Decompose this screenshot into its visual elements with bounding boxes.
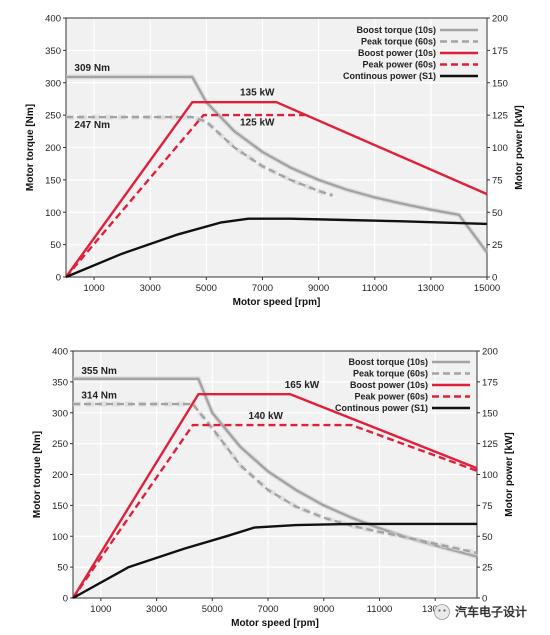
chart0-y-tick-label: 50 [50,240,61,251]
chart1-y-tick-label: 0 [63,594,68,605]
chart1-annotation-314-nm: 314 Nm [81,391,117,402]
chart1-x-tick-label: 7000 [257,604,278,615]
chart1-y2-axis-title: Motor power [kW] [504,432,515,516]
chart1-legend: Boost torque (10s) Peak torque (60s)Boost… [335,357,470,413]
chart0-y-tick-label: 350 [45,46,61,57]
chart1-y2-tick-label: 150 [482,408,498,419]
chart1-annotation-140-kw: 140 kW [249,411,284,422]
chart1-y2-tick-label: 50 [482,532,493,543]
chart1-x-tick-label: 11000 [367,604,393,615]
chart1-y-tick-label: 150 [52,501,68,512]
chart1-x-tick-label: 1000 [90,604,111,615]
chart0-y-tick-label: 150 [45,175,61,186]
chart0-y2-tick-label: 0 [492,273,497,284]
chart1-y2-tick-label: 125 [482,439,498,450]
chart1-y-tick-label: 50 [57,563,68,574]
chart0-x-tick-label: 3000 [140,283,161,294]
chart0-series-peak-power-60s-line [65,113,305,278]
chart0-x-tick-label: 9000 [308,283,329,294]
chart0-legend-label-boost-power-10s: Boost power (10s) [358,48,436,58]
chart0-legend-label-continous-power-s1: Continous power (S1) [343,71,436,81]
chart0-annotation-135-kw: 135 kW [240,88,275,99]
chart1-y-tick-label: 300 [52,408,68,419]
chart1-legend-label-peak-torque-60s: Peak torque (60s) [353,369,428,379]
chart1-y-tick-label: 200 [52,470,68,481]
chart1-annotation-165-kw: 165 kW [285,380,320,391]
chart0-y2-tick-label: 50 [492,208,503,219]
chart0-x-tick-label: 15000 [474,283,500,294]
chart0-y2-tick-label: 100 [492,143,508,154]
chart0-y2-axis-title: Motor power [kW] [514,105,525,189]
chart1-annotation-355-nm: 355 Nm [81,366,117,377]
chart1-x-tick-label: 3000 [146,604,167,615]
chart0-annotation-309-nm: 309 Nm [74,63,110,74]
chart0-y-tick-label: 100 [45,208,61,219]
chart1-y2-tick-label: 100 [482,470,498,481]
chart0-y2-tick-label: 150 [492,78,508,89]
chart1-y-tick-label: 400 [52,347,68,358]
chart0-legend: Boost torque (10s) Peak torque (60s)Boost… [343,25,478,81]
chart1-y-tick-label: 250 [52,439,68,450]
chart1-series-peak-power-60s-line [72,423,478,599]
chart0-y-tick-label: 250 [45,111,61,122]
chart0-y2-tick-label: 75 [492,175,503,186]
chart0-series-continous-power-s1-line [65,217,488,279]
watermark: 汽车电子设计 [434,604,527,620]
chart0-x-tick-label: 13000 [418,283,444,294]
chart0-y-tick-label: 300 [45,78,61,89]
wechat-logo-icon [434,604,450,620]
chart0-x-axis-title: Motor speed [rpm] [233,297,321,308]
chart1-legend-label-peak-power-60s: Peak power (60s) [354,392,428,402]
chart0-y-tick-label: 200 [45,143,61,154]
chart-top: 0 50 100 150 200 250 300 350 400 0 25 50 75 100 125 150… [25,14,525,309]
chart1-x-axis-title: Motor speed [rpm] [231,618,319,629]
chart1-series-boost-power-10s-line [71,393,478,599]
chart0-y-axis-title: Motor torque [Nm] [25,104,36,191]
chart0-legend-label-peak-torque-60s: Peak torque (60s) [361,37,436,47]
chart1-y-tick-label: 350 [52,377,68,388]
chart1-y2-tick-label: 75 [482,501,493,512]
chart1-series-continous-power-s1-line [72,522,477,600]
chart0-y2-tick-label: 25 [492,240,503,251]
chart-bottom: 0 50 100 150 200 250 300 350 400 0 25 50 75 100 125 150… [32,347,515,630]
chart1-y2-tick-label: 0 [482,594,487,605]
chart0-legend-label-peak-power-60s: Peak power (60s) [362,60,436,70]
chart1-y2-tick-label: 200 [482,347,498,358]
chart1-legend-label-boost-power-10s: Boost power (10s) [350,380,428,390]
chart1-legend-label-continous-power-s1: Continous power (S1) [335,403,428,413]
chart1-y-tick-label: 100 [52,532,68,543]
chart0-legend-label-boost-torque-10s: Boost torque (10s) [356,25,436,35]
chart0-annotation-125-kw: 125 kW [240,117,275,128]
chart1-y-axis-title: Motor torque [Nm] [32,431,43,518]
chart0-x-tick-label: 7000 [252,283,273,294]
chart1-x-tick-label: 9000 [313,604,334,615]
chart1-y2-tick-label: 175 [482,377,498,388]
chart0-series-peak-torque-60s-line [66,115,333,197]
chart0-x-tick-label: 11000 [362,283,388,294]
chart1-x-tick-label: 5000 [202,604,223,615]
chart0-y2-tick-label: 175 [492,46,508,57]
chart0-series-peak-torque-60s-shadow [66,114,334,198]
chart0-x-tick-label: 5000 [196,283,217,294]
chart0-x-tick-label: 1000 [83,283,104,294]
chart1-legend-label-boost-torque-10s: Boost torque (10s) [348,357,428,367]
chart0-annotation-247-nm: 247 Nm [74,120,110,131]
chart0-series-boost-power-10s-line [65,100,488,278]
chart0-y-tick-label: 400 [45,14,61,25]
chart1-y2-tick-label: 25 [482,563,493,574]
chart0-y-tick-label: 0 [56,273,61,284]
chart0-y2-tick-label: 200 [492,14,508,25]
watermark-text: 汽车电子设计 [455,604,527,619]
chart0-y2-tick-label: 125 [492,111,508,122]
